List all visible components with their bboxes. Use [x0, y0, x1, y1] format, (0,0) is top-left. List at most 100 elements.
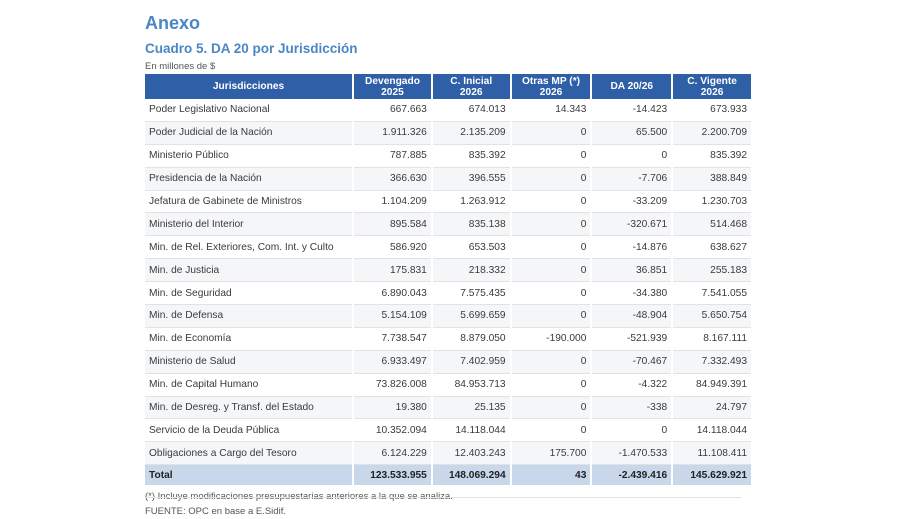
c-vigente-2026-value: 84.949.391: [673, 374, 751, 397]
otras-mp-2026-value: 0: [511, 396, 591, 420]
section-title: Anexo: [145, 13, 201, 33]
header-c-vigente-2026: C. Vigente 2026: [673, 74, 751, 99]
devengado-2025-value: 7.738.547: [354, 328, 431, 351]
da-20-26-value: -320.671: [592, 213, 672, 237]
otras-mp-2026-value: -190.000: [511, 328, 591, 351]
jurisdiction-name: Poder Judicial de la Nación: [145, 121, 353, 145]
c-vigente-2026-value: 7.541.055: [673, 282, 751, 306]
c-inicial-2026-value: 8.879.050: [432, 328, 510, 351]
devengado-2025-value: 73.826.008: [354, 374, 431, 397]
c-inicial-2026-value: 84.953.713: [432, 374, 510, 397]
header-label: Jurisdicciones: [212, 81, 285, 92]
table-body: Poder Legislativo Nacional 667.663 674.013…: [145, 99, 751, 466]
header-otras-mp-2026: Otras MP (*) 2026: [511, 74, 591, 99]
footnote: (*) Incluye modificaciones presupuestari…: [145, 491, 453, 503]
table-row: Min. de Capital Humano 73.826.008 84.953.7…: [145, 374, 751, 397]
da-20-26-value: -48.904: [592, 305, 672, 328]
header-year: 2026: [459, 86, 483, 98]
otras-mp-2026-value: 0: [511, 350, 591, 374]
jurisdiction-name: Min. de Justicia: [145, 259, 353, 283]
jurisdiction-name: Min. de Capital Humano: [145, 374, 353, 397]
c-vigente-2026-value: 8.167.111: [673, 328, 751, 351]
da-20-26-value: -14.876: [592, 236, 672, 260]
da-20-26-value: -14.423: [592, 99, 672, 122]
devengado-2025-value: 6.890.043: [354, 282, 431, 306]
header-year: 2025: [381, 86, 404, 98]
total-c-inicial-2026: 148.069.294: [432, 465, 510, 486]
table-row: Servicio de la Deuda Pública 10.352.094 14…: [145, 419, 751, 443]
da-20-26-value: 36.851: [592, 259, 672, 283]
table-row: Poder Judicial de la Nación 1.911.326 2.13…: [145, 121, 751, 145]
jurisdiction-name: Min. de Desreg. y Transf. del Estado: [145, 396, 353, 420]
c-inicial-2026-value: 218.332: [432, 259, 510, 283]
da-20-26-value: -1.470.533: [592, 442, 672, 466]
total-c-vigente-2026: 145.629.921: [673, 465, 751, 486]
table-row: Min. de Desreg. y Transf. del Estado 19.3…: [145, 396, 751, 420]
devengado-2025-value: 10.352.094: [354, 419, 431, 443]
devengado-2025-value: 1.104.209: [354, 191, 431, 214]
otras-mp-2026-value: 0: [511, 305, 591, 328]
c-vigente-2026-value: 5.650.754: [673, 305, 751, 328]
c-vigente-2026-value: 1.230.703: [673, 191, 751, 214]
table-row: Jefatura de Gabinete de Ministros 1.104.2…: [145, 191, 751, 214]
otras-mp-2026-value: 0: [511, 282, 591, 306]
da-20-26-value: -34.380: [592, 282, 672, 306]
jurisdiction-name: Min. de Defensa: [145, 305, 353, 328]
header-year: 2026: [539, 86, 563, 98]
devengado-2025-value: 787.885: [354, 145, 431, 168]
total-label: Total: [145, 465, 353, 486]
da-20-26-value: 0: [592, 145, 672, 168]
header-label: Otras MP (*): [521, 75, 581, 87]
header-label: Devengado: [365, 75, 420, 87]
header-da-20-26: DA 20/26: [592, 74, 672, 99]
devengado-2025-value: 5.154.109: [354, 305, 431, 328]
c-inicial-2026-value: 835.138: [432, 213, 510, 237]
table-title: Cuadro 5. DA 20 por Jurisdicción: [145, 41, 358, 56]
header-devengado-2025: Devengado 2025: [354, 74, 431, 99]
jurisdiction-name: Min. de Rel. Exteriores, Com. Int. y Cul…: [145, 236, 353, 260]
c-inicial-2026-value: 7.575.435: [432, 282, 510, 306]
table-row: Min. de Economía 7.738.547 8.879.050 -190.0…: [145, 328, 751, 351]
c-vigente-2026-value: 2.200.709: [673, 121, 751, 145]
otras-mp-2026-value: 0: [511, 213, 591, 237]
da-20-26-value: -338: [592, 396, 672, 420]
table-row: Min. de Defensa 5.154.109 5.699.659 0 -48.90…: [145, 305, 751, 328]
c-inicial-2026-value: 653.503: [432, 236, 510, 260]
c-inicial-2026-value: 14.118.044: [432, 419, 510, 443]
header-label: C. Inicial: [450, 75, 493, 87]
table-row: Obligaciones a Cargo del Tesoro 6.124.229…: [145, 442, 751, 466]
devengado-2025-value: 6.933.497: [354, 350, 431, 374]
total-row: Total 123.533.955 148.069.294 43 -2.439.…: [145, 465, 751, 486]
c-vigente-2026-value: 24.797: [673, 396, 751, 420]
c-vigente-2026-value: 14.118.044: [673, 419, 751, 443]
devengado-2025-value: 586.920: [354, 236, 431, 260]
table-row: Ministerio de Salud 6.933.497 7.402.959 0 -7…: [145, 350, 751, 374]
table-row: Presidencia de la Nación 366.630 396.555 0-…: [145, 167, 751, 191]
otras-mp-2026-value: 14.343: [511, 99, 591, 122]
c-inicial-2026-value: 674.013: [432, 99, 510, 122]
total-otras-mp-2026: 43: [511, 465, 591, 486]
otras-mp-2026-value: 175.700: [511, 442, 591, 466]
otras-mp-2026-value: 0: [511, 236, 591, 260]
c-vigente-2026-value: 514.468: [673, 213, 751, 237]
table-header-row: Jurisdicciones Devengado 2025 C. Inicial 202…: [145, 74, 751, 99]
jurisdiction-name: Min. de Economía: [145, 328, 353, 351]
c-inicial-2026-value: 25.135: [432, 396, 510, 420]
c-vigente-2026-value: 673.933: [673, 99, 751, 122]
da-20-26-value: 0: [592, 419, 672, 443]
otras-mp-2026-value: 0: [511, 259, 591, 283]
jurisdiction-table: Jurisdicciones Devengado 2025 C. Inicial 202…: [143, 74, 753, 486]
jurisdiction-name: Presidencia de la Nación: [145, 167, 353, 191]
header-label: C. Vigente: [687, 75, 737, 87]
header-c-inicial-2026: C. Inicial 2026: [432, 74, 510, 99]
jurisdiction-name: Ministerio de Salud: [145, 350, 353, 374]
da-20-26-value: -7.706: [592, 167, 672, 191]
da-20-26-value: -33.209: [592, 191, 672, 214]
c-inicial-2026-value: 2.135.209: [432, 121, 510, 145]
otras-mp-2026-value: 0: [511, 167, 591, 191]
otras-mp-2026-value: 0: [511, 374, 591, 397]
devengado-2025-value: 895.584: [354, 213, 431, 237]
table-row: Ministerio del Interior 895.584 835.138 0 -3…: [145, 213, 751, 237]
c-inicial-2026-value: 7.402.959: [432, 350, 510, 374]
jurisdiction-name: Ministerio del Interior: [145, 213, 353, 237]
